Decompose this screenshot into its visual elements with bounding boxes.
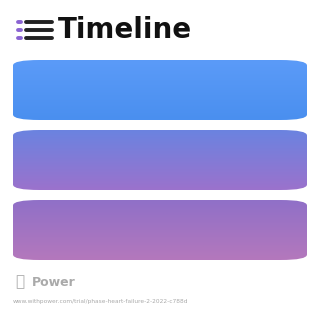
Text: 12 months: 12 months: [216, 222, 295, 237]
Text: www.withpower.com/trial/phase-heart-failure-2-2022-c788d: www.withpower.com/trial/phase-heart-fail…: [13, 299, 188, 303]
Text: Treatment ~: Treatment ~: [31, 152, 123, 167]
Text: 3 weeks: 3 weeks: [235, 82, 295, 97]
Text: Screening ~: Screening ~: [31, 82, 121, 97]
Text: Power: Power: [32, 276, 76, 288]
Text: Follow ups ~: Follow ups ~: [31, 222, 124, 237]
Text: ⓟ: ⓟ: [15, 274, 25, 289]
Text: Varies: Varies: [250, 152, 295, 167]
Text: Timeline: Timeline: [58, 16, 192, 44]
